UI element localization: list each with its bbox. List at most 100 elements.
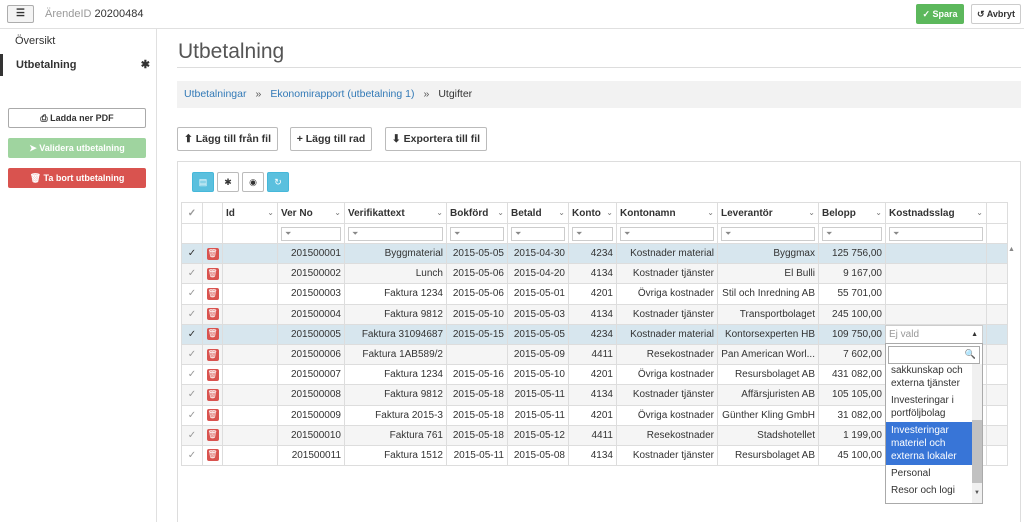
row-delete-cell[interactable]: 🗑 [202,364,223,386]
row-delete-cell[interactable]: 🗑 [202,384,223,406]
cell-id [222,323,278,345]
row-checkbox[interactable]: ✓ [181,303,203,325]
eye-icon[interactable]: ◉ [242,172,264,192]
filter-icon[interactable]: ⏷ [721,226,815,241]
row-checkbox[interactable]: ✓ [181,263,203,285]
delete-payment-button[interactable]: 🗑 Ta bort utbetalning [8,168,146,188]
table-row[interactable]: ✓ 🗑 201500010 Faktura 761 2015-05-18 2015-05-… [181,424,1008,446]
book-icon[interactable]: ▤ [192,172,214,192]
cell-kontonamn: Övriga kostnader [616,404,718,426]
column-header-konto[interactable]: Konto ⌄ [568,202,617,224]
row-delete-cell[interactable]: 🗑 [202,263,223,285]
trash-icon[interactable]: 🗑 [206,449,219,462]
trash-icon[interactable]: 🗑 [206,388,219,401]
row-delete-cell[interactable]: 🗑 [202,303,223,325]
breadcrumb-link-utbetalningar[interactable]: Utbetalningar [184,88,247,100]
row-checkbox[interactable]: ✓ [181,242,203,265]
list-collapse-icon[interactable]: ☰ [7,5,34,23]
filter-icon[interactable]: ⏷ [450,226,504,241]
cell-ver-no: 201500001 [277,242,345,265]
filter-icon[interactable]: ⏷ [822,226,882,241]
save-button[interactable]: ✓ Spara [916,4,964,24]
validate-button[interactable]: ➤ Validera utbetalning [8,138,146,158]
cell-kostnadsslag[interactable] [885,242,987,265]
table-row[interactable]: ✓ 🗑 201500006 Faktura 1AB589/2 2015-05-09 441… [181,343,1008,366]
dropdown-scrollbar-thumb[interactable] [972,420,982,483]
cell-kostnadsslag[interactable] [885,283,987,305]
row-checkbox[interactable]: ✓ [181,444,203,467]
table-row[interactable]: ✓ 🗑 201500004 Faktura 9812 2015-05-10 2015-05… [181,303,1008,325]
row-checkbox[interactable]: ✓ [181,283,203,305]
filter-icon[interactable]: ⏷ [572,226,613,241]
column-header-id[interactable]: Id ⌄ [222,202,278,224]
dropdown-option[interactable]: Resor och logi [891,485,955,496]
sidebar-item-oversikt[interactable]: Översikt [15,35,56,47]
cell-verifikattext: Lunch [344,263,447,285]
trash-icon[interactable]: 🗑 [206,267,219,280]
column-header-kontonamn[interactable]: Kontonamn ⌄ [616,202,718,224]
table-row[interactable]: ✓ 🗑 201500009 Faktura 2015-3 2015-05-18 2015-… [181,404,1008,426]
row-delete-cell[interactable]: 🗑 [202,242,223,265]
row-checkbox[interactable]: ✓ [181,404,203,426]
column-header-verifikattext[interactable]: Verifikattext ⌄ [344,202,447,224]
row-delete-cell[interactable]: 🗑 [202,343,223,366]
trash-icon[interactable]: 🗑 [206,328,219,341]
trash-icon[interactable]: 🗑 [206,368,219,381]
column-header-belopp[interactable]: Belopp ⌄ [818,202,886,224]
cancel-button[interactable]: ↺ Avbryt [971,4,1021,24]
row-checkbox[interactable]: ✓ [181,323,203,345]
table-row[interactable]: ✓ 🗑 201500002 Lunch 2015-05-06 2015-04-20 4134… [181,263,1008,285]
trash-icon[interactable]: 🗑 [206,247,219,260]
breadcrumb-link-ekonomirapport[interactable]: Ekonomirapport (utbetalning 1) [270,88,415,100]
column-header-ver-no[interactable]: Ver No ⌄ [277,202,345,224]
cell-kostnadsslag[interactable] [885,303,987,325]
cell-kostnadsslag[interactable] [885,263,987,285]
row-checkbox[interactable]: ✓ [181,384,203,406]
trash-icon[interactable]: 🗑 [206,308,219,321]
trash-icon[interactable]: 🗑 [206,287,219,300]
row-checkbox[interactable]: ✓ [181,424,203,446]
trash-icon[interactable]: 🗑 [206,409,219,422]
table-row[interactable]: ✓ 🗑 201500005 Faktura 31094687 2015-05-15 201… [181,323,1008,345]
row-delete-cell[interactable]: 🗑 [202,404,223,426]
filter-icon[interactable]: ⏷ [511,226,565,241]
dropdown-option[interactable]: Investeringar i portföljbolag [891,395,954,419]
row-checkbox[interactable]: ✓ [181,364,203,386]
dropdown-option[interactable]: Personal [891,468,931,479]
filter-icon[interactable]: ⏷ [620,226,714,241]
table-row[interactable]: ✓ 🗑 201500003 Faktura 1234 2015-05-06 2015-05… [181,283,1008,305]
filter-icon[interactable]: ⏷ [348,226,443,241]
column-header-leverantor[interactable]: Leverantör ⌄ [717,202,819,224]
trash-icon[interactable]: 🗑 [206,348,219,361]
column-header-kostnadsslag[interactable]: Kostnadsslag ⌄ [885,202,987,224]
column-header-bokford[interactable]: Bokförd ⌄ [446,202,508,224]
row-delete-cell[interactable]: 🗑 [202,323,223,345]
dropdown-option[interactable]: Investeringar materiel och externa lokal… [886,422,972,465]
asterisk-icon[interactable]: ✱ [217,172,239,192]
export-button[interactable]: ⬇ Exportera till fil [385,127,487,151]
add-from-file-button[interactable]: ⬆ Lägg till från fil [177,127,278,151]
column-header-betald[interactable]: Betald ⌄ [507,202,569,224]
dropdown-search-input[interactable]: 🔍 [888,346,980,364]
row-delete-cell[interactable]: 🗑 [202,444,223,467]
refresh-icon[interactable]: ↻ [267,172,289,192]
row-delete-cell[interactable]: 🗑 [202,424,223,446]
scroll-up-icon[interactable]: ▲ [1008,246,1015,253]
row-checkbox[interactable]: ✓ [181,343,203,366]
row-delete-cell[interactable]: 🗑 [202,283,223,305]
sidebar-item-utbetalning[interactable]: Utbetalning ✱ [0,54,156,76]
filter-icon[interactable]: ⏷ [281,226,341,241]
scroll-down-icon[interactable]: ▼ [974,490,980,496]
cell-id [222,364,278,386]
dropdown-option[interactable]: sakkunskap och externa tjänster [891,365,963,389]
table-row[interactable]: ✓ 🗑 201500011 Faktura 1512 2015-05-11 2015-05… [181,444,1008,467]
table-row[interactable]: ✓ 🗑 201500007 Faktura 1234 2015-05-16 2015-05… [181,364,1008,386]
add-row-button[interactable]: + Lägg till rad [290,127,372,151]
table-row[interactable]: ✓ 🗑 201500001 Byggmaterial 2015-05-05 2015-04… [181,242,1008,265]
cost-type-select[interactable]: Ej vald ▲ [885,325,983,344]
filter-icon[interactable]: ⏷ [889,226,983,241]
download-pdf-button[interactable]: ⎙ Ladda ner PDF [8,108,146,128]
table-row[interactable]: ✓ 🗑 201500008 Faktura 9812 2015-05-18 2015-05… [181,384,1008,406]
select-all-checkbox[interactable]: ✓ [181,202,203,224]
trash-icon[interactable]: 🗑 [206,429,219,442]
